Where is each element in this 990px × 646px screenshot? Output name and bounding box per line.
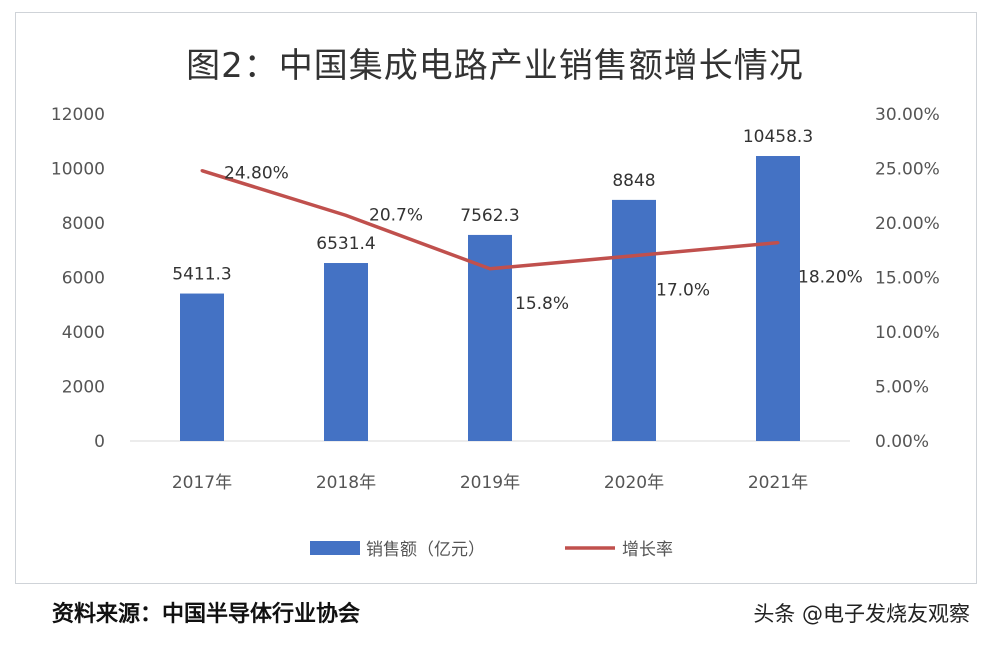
bar: [180, 293, 224, 441]
legend-bar-label: 销售额（亿元）: [366, 540, 485, 560]
y-left-tick-label: 0: [94, 432, 105, 452]
x-tick-label: 2021年: [748, 473, 808, 493]
x-tick-label: 2019年: [460, 473, 520, 493]
bar: [324, 263, 368, 441]
line-data-label: 18.20%: [798, 268, 863, 288]
x-tick-label: 2020年: [604, 473, 664, 493]
bar-data-label: 10458.3: [743, 127, 813, 147]
legend-bar-swatch: [310, 541, 360, 555]
chart-title: 图2：中国集成电路产业销售额增长情况: [186, 46, 804, 86]
y-right-tick-label: 25.00%: [875, 160, 940, 180]
x-tick-label: 2018年: [316, 473, 376, 493]
y-left-tick-label: 4000: [62, 323, 105, 343]
bar-data-label: 5411.3: [172, 265, 231, 285]
y-left-tick-label: 12000: [51, 105, 105, 125]
bar-data-label: 8848: [612, 171, 655, 191]
y-right-tick-label: 20.00%: [875, 214, 940, 234]
line-data-label: 15.8%: [515, 294, 569, 314]
y-left-tick-label: 6000: [62, 269, 105, 289]
legend-line-label: 增长率: [622, 540, 673, 560]
line-point: [200, 169, 204, 173]
line-data-label: 17.0%: [656, 281, 710, 301]
line-point: [488, 267, 492, 271]
line-data-label: 20.7%: [369, 205, 423, 225]
watermark: 头条 @电子发烧友观察: [753, 602, 970, 626]
x-tick-label: 2017年: [172, 473, 232, 493]
y-right-tick-label: 5.00%: [875, 378, 929, 398]
bar: [756, 156, 800, 441]
source-note: 资料来源：中国半导体行业协会: [52, 602, 361, 627]
bar-data-label: 6531.4: [316, 234, 375, 254]
line-point: [776, 241, 780, 245]
y-left-tick-label: 2000: [62, 378, 105, 398]
y-right-tick-label: 0.00%: [875, 432, 929, 452]
y-left-tick-label: 10000: [51, 160, 105, 180]
line-data-label: 24.80%: [224, 164, 289, 184]
bar-data-label: 7562.3: [460, 206, 519, 226]
bar: [612, 199, 656, 441]
y-right-tick-label: 30.00%: [875, 105, 940, 125]
line-point: [344, 213, 348, 217]
y-right-tick-label: 15.00%: [875, 269, 940, 289]
y-right-tick-label: 10.00%: [875, 323, 940, 343]
y-left-tick-label: 8000: [62, 214, 105, 234]
line-point: [632, 254, 636, 258]
